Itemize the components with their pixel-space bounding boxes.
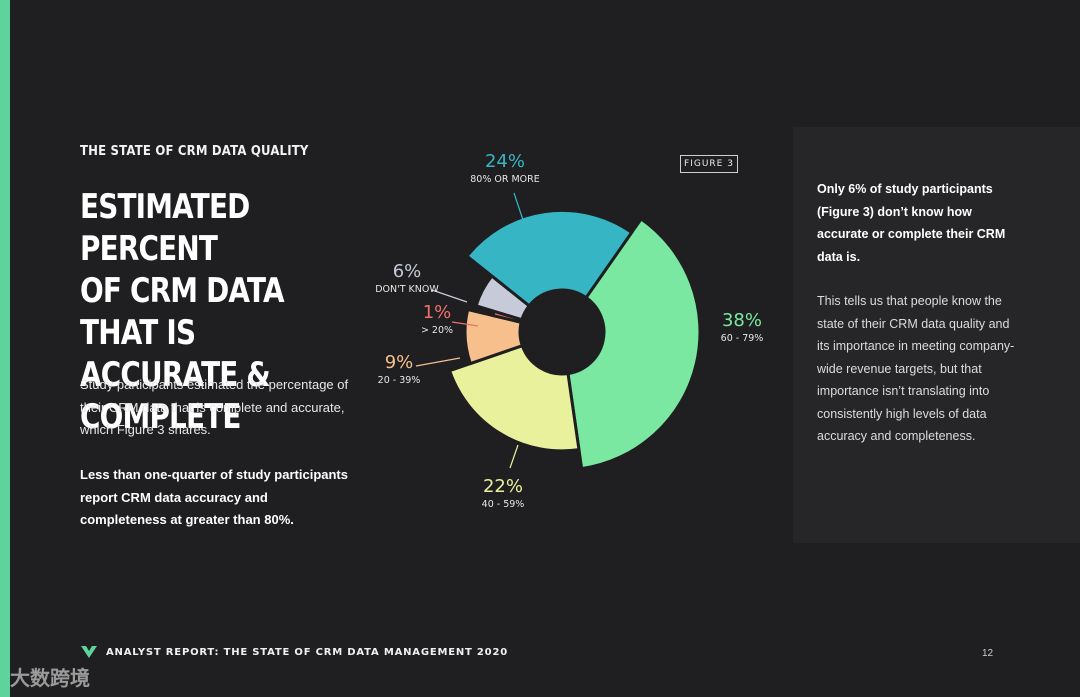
page-number: 12 [982,648,994,659]
data-label-value-5: 24% [485,151,525,172]
leader-line-1 [509,444,519,469]
leader-line-3 [451,321,479,327]
footer-report-title: ANALYST REPORT: THE STATE OF CRM DATA MA… [106,647,508,658]
data-label-category-3: > 20% [421,325,453,336]
slice-5 [464,208,634,308]
side-panel-bold-text: Only 6% of study participants (Figure 3)… [817,182,1006,264]
data-label-category-0: 60 - 79% [721,333,764,344]
data-label-category-5: 80% OR MORE [470,174,540,185]
figure-label: FIGURE 3 [680,155,738,173]
description-text: Study participants estimated the percent… [80,377,349,437]
side-panel-text: This tells us that people know the state… [817,294,1015,443]
data-label-value-4: 6% [393,261,422,282]
slice-1 [447,343,581,453]
leader-line-2 [415,357,461,367]
highlight-text: Less than one-quarter of study participa… [80,467,348,527]
data-label-category-2: 20 - 39% [378,375,421,386]
slice-0 [566,216,702,471]
data-label-value-2: 9% [385,352,414,373]
v-chevron-icon [81,646,97,658]
data-label-value-1: 22% [483,476,523,497]
page-title: ESTIMATED PERCENT OF CRM DATA THAT IS AC… [80,187,285,437]
leader-line-4 [431,289,468,303]
slice-2 [463,307,525,366]
section-eyebrow: THE STATE OF CRM DATA QUALITY [80,144,309,159]
leader-line-5 [513,192,524,221]
data-label-category-4: DON'T KNOW [375,284,439,295]
data-label-value-0: 38% [722,310,762,331]
data-label-category-1: 40 - 59% [482,499,525,510]
data-label-value-3: 1% [423,302,452,323]
accent-bar [0,0,10,697]
watermark: 大数跨境 [10,666,90,690]
side-panel [793,127,1080,543]
